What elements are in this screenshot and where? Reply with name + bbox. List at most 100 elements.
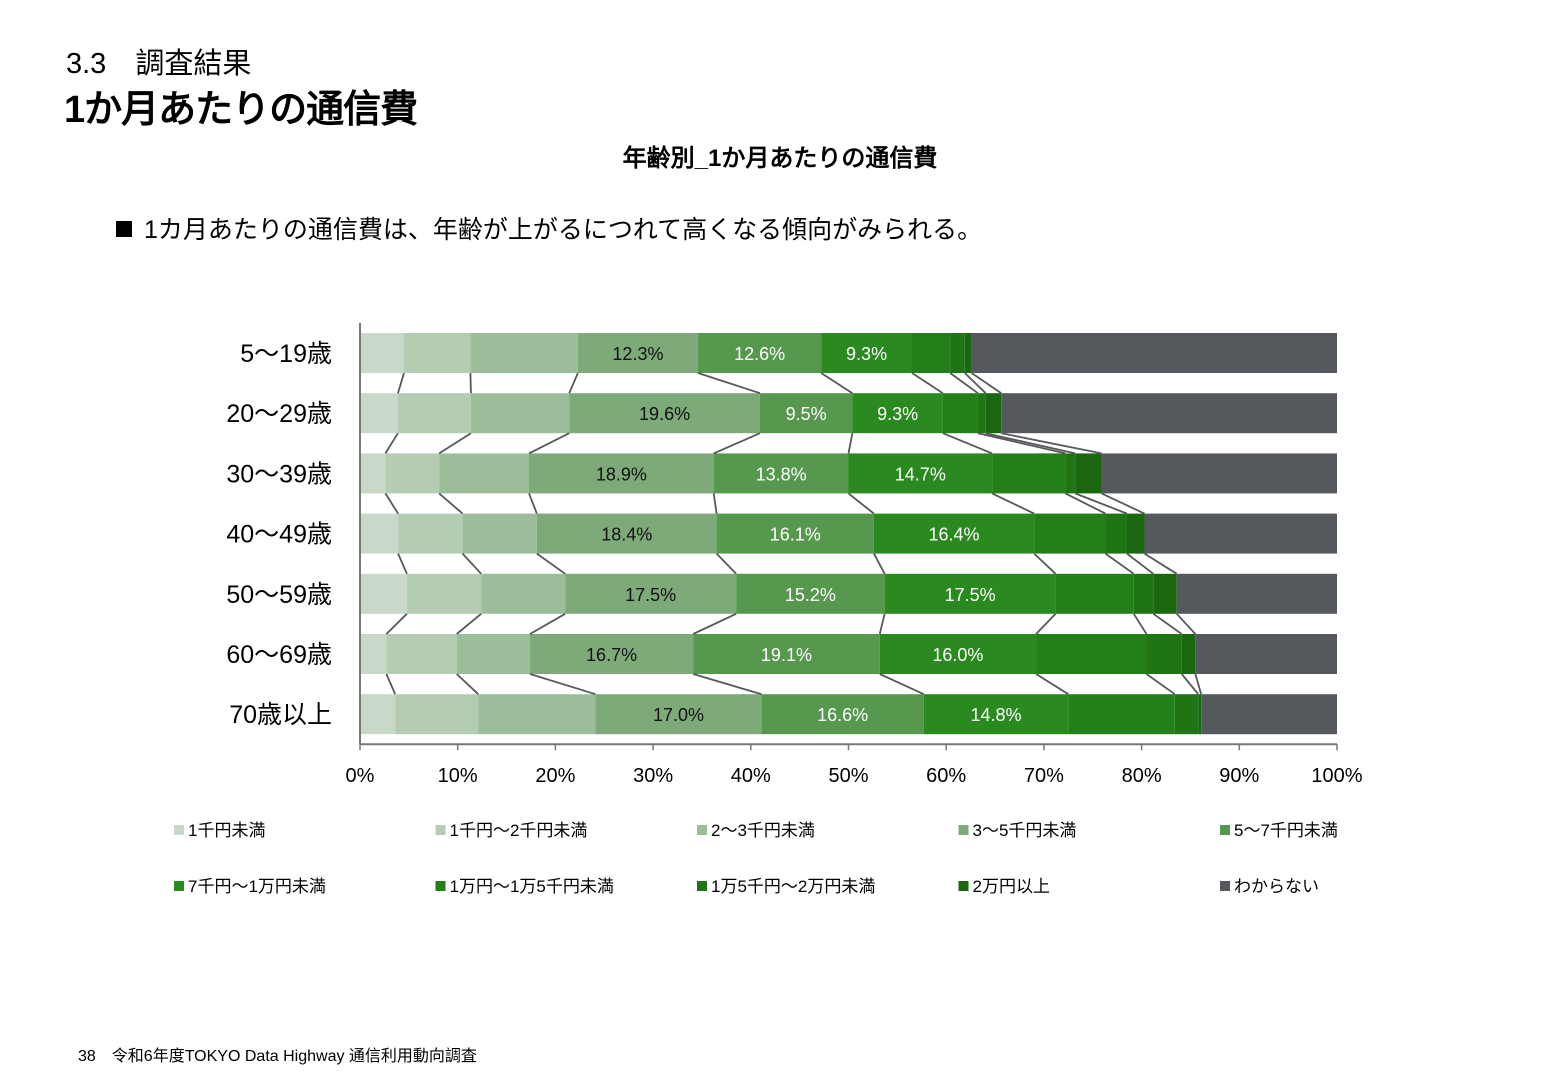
series-line: [1133, 613, 1148, 635]
bar-segment: [1181, 634, 1196, 674]
bar-segment: [1146, 634, 1182, 674]
bar-segment: [398, 513, 463, 554]
legend-label: 7千円〜1万円未満: [188, 877, 326, 896]
data-label: 13.8%: [756, 464, 807, 484]
bar-segment: [439, 453, 530, 494]
series-line: [469, 372, 472, 394]
series-line: [878, 613, 886, 635]
bar-segment: [569, 393, 760, 434]
bar-segment: [360, 513, 399, 554]
bar-segment: [977, 393, 986, 434]
bar-segment: [1065, 453, 1076, 494]
bar-segment: [595, 694, 762, 735]
series-line: [385, 613, 408, 635]
bar-segment: [406, 573, 482, 614]
x-tick-label: 50%: [828, 765, 868, 787]
x-tick-label: 90%: [1219, 765, 1259, 787]
series-line: [1194, 673, 1203, 695]
bar-segment: [1036, 634, 1147, 674]
x-tick-label: 70%: [1024, 765, 1064, 787]
series-line: [397, 372, 405, 394]
legend-swatch: [697, 825, 707, 835]
series-line: [1176, 613, 1196, 635]
bar-segment: [1201, 694, 1337, 735]
bar-segment: [848, 453, 993, 494]
series-line: [438, 432, 472, 455]
bar-segment: [1075, 453, 1102, 494]
series-line: [847, 433, 854, 454]
series-line: [529, 673, 596, 696]
series-line: [985, 432, 1076, 455]
series-line: [461, 552, 482, 575]
bar-segment: [761, 694, 924, 735]
footer: 38 令和6年度TOKYO Data Highway 通信利用動向調査: [78, 1042, 477, 1066]
series-line: [528, 432, 570, 455]
data-label: 16.4%: [928, 525, 979, 545]
bar-segment: [1001, 393, 1337, 434]
x-tick-label: 10%: [438, 765, 478, 787]
data-label: 19.1%: [761, 645, 812, 665]
section-heading: 3.3 調査結果: [66, 48, 252, 80]
footer-text: 令和6年度TOKYO Data Highway 通信利用動向調査: [111, 1048, 477, 1065]
x-tick-label: 0%: [346, 765, 375, 787]
bar-segment: [923, 694, 1069, 735]
data-label: 12.6%: [734, 344, 785, 364]
bar-segment: [386, 634, 457, 674]
bar-segment: [1153, 573, 1177, 614]
bar-segment: [1126, 513, 1145, 554]
series-line: [911, 372, 944, 394]
category-label: 50〜59歳: [226, 581, 332, 609]
series-line: [1101, 492, 1145, 515]
data-label: 9.3%: [877, 404, 918, 424]
legend-label: 2〜3千円未満: [711, 821, 815, 840]
series-line: [1144, 552, 1178, 575]
category-label: 70歳以上: [229, 701, 332, 729]
legend-label: わからない: [1234, 877, 1319, 896]
bar-segment: [360, 694, 396, 735]
x-tick-label: 40%: [731, 765, 771, 787]
bar-segment: [1055, 573, 1134, 614]
x-tick-label: 100%: [1311, 765, 1362, 787]
legend-swatch: [174, 825, 184, 835]
series-line: [384, 492, 399, 515]
series-line: [1145, 673, 1176, 695]
legend-swatch: [958, 825, 969, 835]
bar-segment: [1174, 694, 1199, 735]
data-label: 18.4%: [601, 525, 652, 545]
legend-swatch: [958, 881, 969, 891]
series-line: [1126, 552, 1154, 575]
series-line: [692, 612, 737, 635]
bar-segment: [716, 513, 874, 554]
series-line: [977, 432, 1066, 455]
data-label: 16.7%: [586, 645, 637, 665]
data-label: 17.5%: [625, 585, 676, 605]
bar-segment: [759, 393, 853, 434]
series-line: [528, 493, 538, 514]
legend-label: 1万5千円〜2万円未満: [711, 877, 875, 896]
summary-note-text: 1カ月あたりの通信費は、年齢が上がるにつれて高くなる傾向がみられる。: [144, 216, 983, 244]
bar-segment: [852, 393, 943, 434]
category-label: 5〜19歳: [240, 340, 332, 368]
legend-label: 5〜7千円未満: [1234, 821, 1338, 840]
series-line: [715, 552, 737, 575]
legend-label: 1万円〜1万5千円未満: [450, 877, 614, 896]
legend-swatch: [1220, 881, 1230, 891]
series-line: [456, 673, 479, 695]
bar-segment: [884, 573, 1056, 614]
data-label: 12.3%: [612, 344, 663, 364]
series-line: [1104, 552, 1135, 575]
bar-segment: [964, 333, 972, 373]
bar-segment: [456, 634, 530, 674]
bar-segment: [481, 573, 566, 614]
legend-label: 1千円未満: [188, 821, 265, 840]
bar-segment: [1144, 513, 1337, 554]
series-line: [438, 492, 464, 515]
series-line: [879, 673, 925, 696]
bar-segment: [942, 393, 978, 434]
series-line: [847, 492, 875, 515]
series-line: [713, 432, 761, 455]
chart-title: 年齢別_1か月あたりの通信費: [622, 145, 938, 172]
data-label: 18.9%: [596, 464, 647, 484]
summary-note: 1カ月あたりの通信費は、年齢が上がるにつれて高くなる傾向がみられる。: [116, 210, 982, 246]
series-line: [1074, 492, 1128, 515]
